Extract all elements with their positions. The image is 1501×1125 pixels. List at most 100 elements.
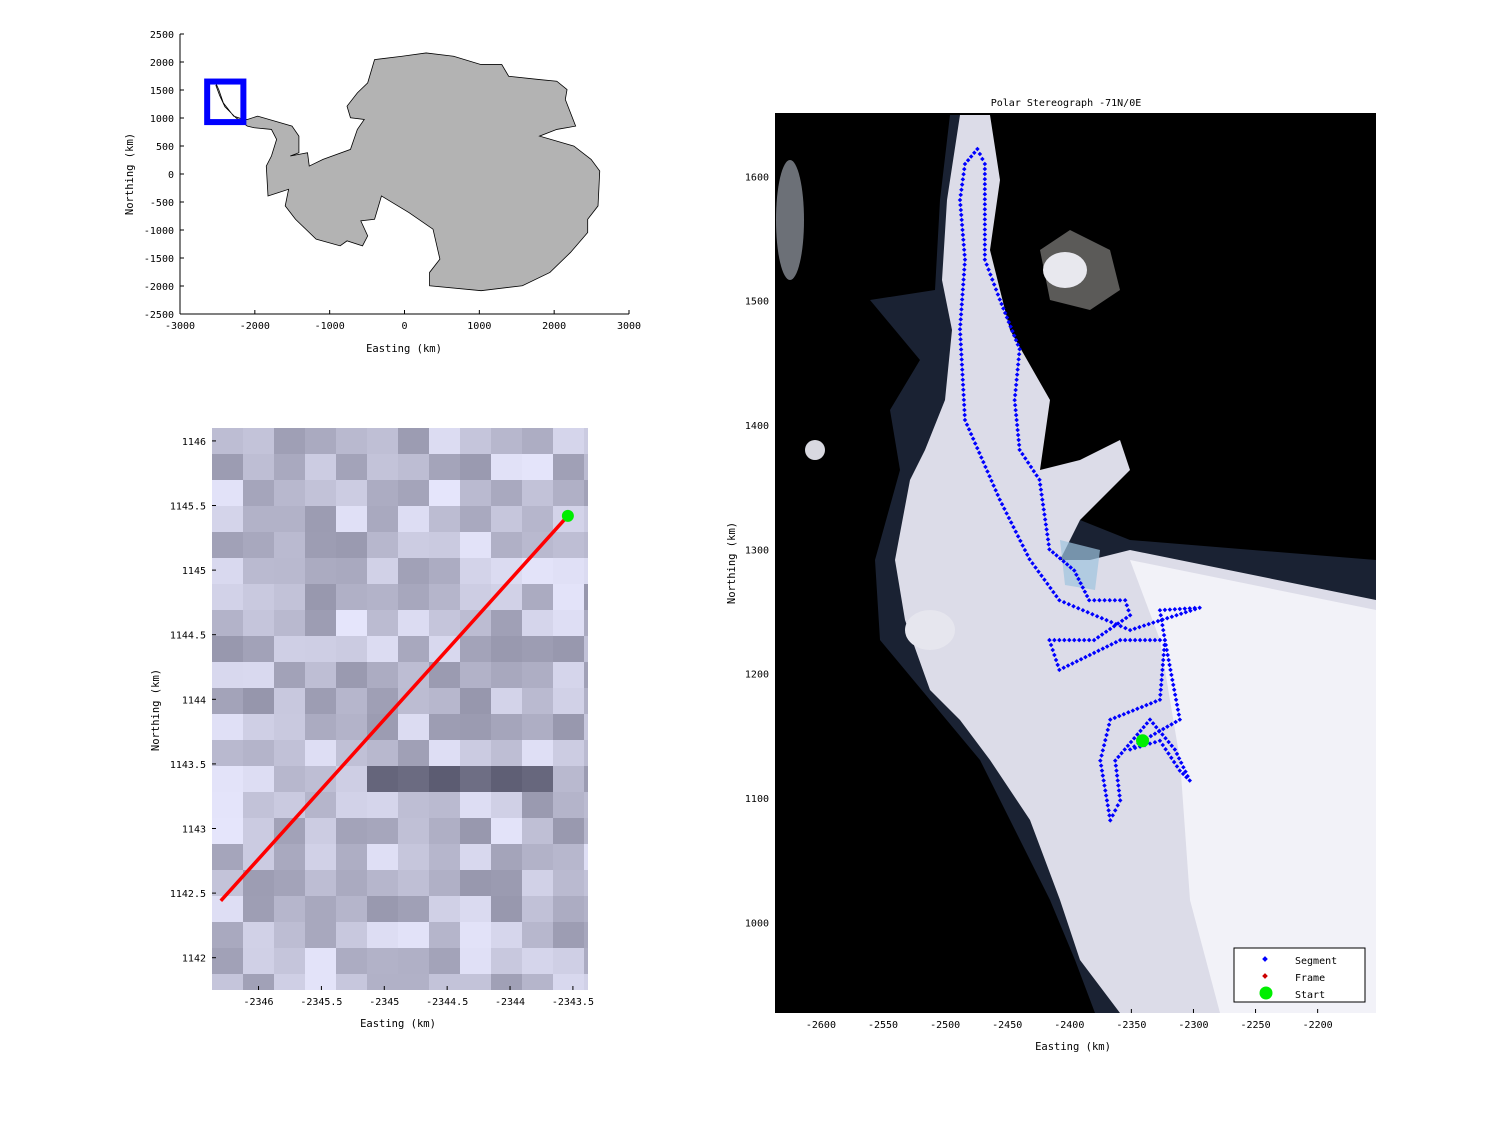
image-pixel [553, 818, 584, 844]
image-pixel [212, 948, 243, 974]
image-pixel [243, 506, 274, 532]
segment-point [961, 397, 967, 403]
image-pixel [243, 428, 274, 454]
segment-point [1014, 417, 1019, 423]
image-pixel [367, 792, 398, 818]
image-pixel [243, 610, 274, 636]
image-pixel [429, 532, 460, 558]
image-pixel [336, 792, 367, 818]
segment-point [1016, 437, 1021, 443]
image-pixel [429, 896, 460, 922]
image-pixel [398, 922, 429, 948]
segment-point [1015, 342, 1021, 347]
segment-point [1170, 677, 1175, 683]
segment-point [1103, 737, 1108, 743]
image-pixel [553, 714, 584, 740]
image-pixel [336, 636, 367, 662]
image-pixel [305, 480, 336, 506]
image-pixel [367, 870, 398, 896]
segment-point [986, 267, 991, 272]
x-tick-label: -2450 [992, 1020, 1022, 1031]
segment-point [1075, 605, 1081, 611]
image-pixel [491, 428, 522, 454]
segment-point [1169, 614, 1175, 619]
image-pixel [398, 818, 429, 844]
segment-point [1042, 577, 1047, 583]
segment-point [957, 327, 963, 332]
segment-point [985, 469, 990, 474]
x-tick-label: 3000 [617, 321, 641, 332]
segment-point [1080, 585, 1086, 590]
segment-point [964, 422, 970, 427]
image-pixel [212, 480, 243, 506]
image-pixel [398, 792, 429, 818]
segment-point [1082, 589, 1088, 595]
segment-point [1050, 550, 1056, 555]
y-tick-label: 1143 [182, 825, 206, 836]
image-pixel [584, 480, 588, 506]
segment-point [1125, 743, 1131, 748]
segment-point [1001, 306, 1006, 311]
x-tick-label: -2345.5 [300, 997, 342, 1008]
image-pixel [491, 454, 522, 480]
satellite-image [775, 113, 1376, 1013]
segment-point [962, 262, 967, 267]
image-pixel [398, 766, 429, 792]
image-pixel [491, 532, 522, 558]
image-pixel [243, 584, 274, 610]
image-pixel [336, 506, 367, 532]
image-pixel [398, 896, 429, 922]
image-pixel [274, 740, 305, 766]
segment-point [1161, 632, 1167, 638]
image-pixel [460, 792, 491, 818]
segment-point [1054, 553, 1059, 558]
segment-point [1012, 402, 1018, 408]
image-pixel [522, 922, 553, 948]
image-pixel [367, 974, 398, 990]
y-tick-label: 1000 [150, 114, 174, 125]
segment-point [1090, 611, 1095, 617]
segment-point [1051, 589, 1056, 595]
segment-point [1112, 808, 1118, 813]
image-pixel [367, 740, 398, 766]
x-tick-label: -2250 [1240, 1020, 1270, 1031]
image-pixel [491, 506, 522, 532]
segment-point [960, 372, 965, 377]
image-pixel [522, 870, 553, 896]
image-pixel [584, 584, 588, 610]
image-pixel [522, 714, 553, 740]
segment-point [972, 441, 978, 446]
image-pixel [429, 610, 460, 636]
segment-point [1037, 477, 1042, 482]
image-pixel [584, 610, 588, 636]
image-pixel [336, 844, 367, 870]
image-pixel [429, 584, 460, 610]
image-pixel [305, 714, 336, 740]
image-pixel [398, 948, 429, 974]
image-pixel [367, 714, 398, 740]
detail-xlabel: Easting (km) [360, 1018, 436, 1030]
image-pixel [553, 896, 584, 922]
image-pixel [522, 896, 553, 922]
segment-point [959, 357, 964, 362]
image-pixel [243, 532, 274, 558]
image-pixel [367, 636, 398, 662]
image-pixel [553, 610, 584, 636]
image-pixel [305, 454, 336, 480]
image-pixel [460, 974, 491, 990]
segment-point [1064, 562, 1070, 567]
image-pixel [553, 844, 584, 870]
segment-point [960, 287, 966, 292]
segment-point [1119, 618, 1125, 623]
image-pixel [305, 584, 336, 610]
segment-point [1017, 346, 1022, 352]
image-pixel [243, 688, 274, 714]
image-pixel [367, 428, 398, 454]
image-pixel [336, 688, 367, 714]
image-pixel [429, 818, 460, 844]
segment-point [993, 287, 999, 292]
track-map-axes: -2600 -2550 -2500 -2450 -2400 -2350 -2300 -2250… [745, 146, 1333, 1031]
segment-point [968, 431, 974, 437]
image-pixel [212, 974, 243, 990]
